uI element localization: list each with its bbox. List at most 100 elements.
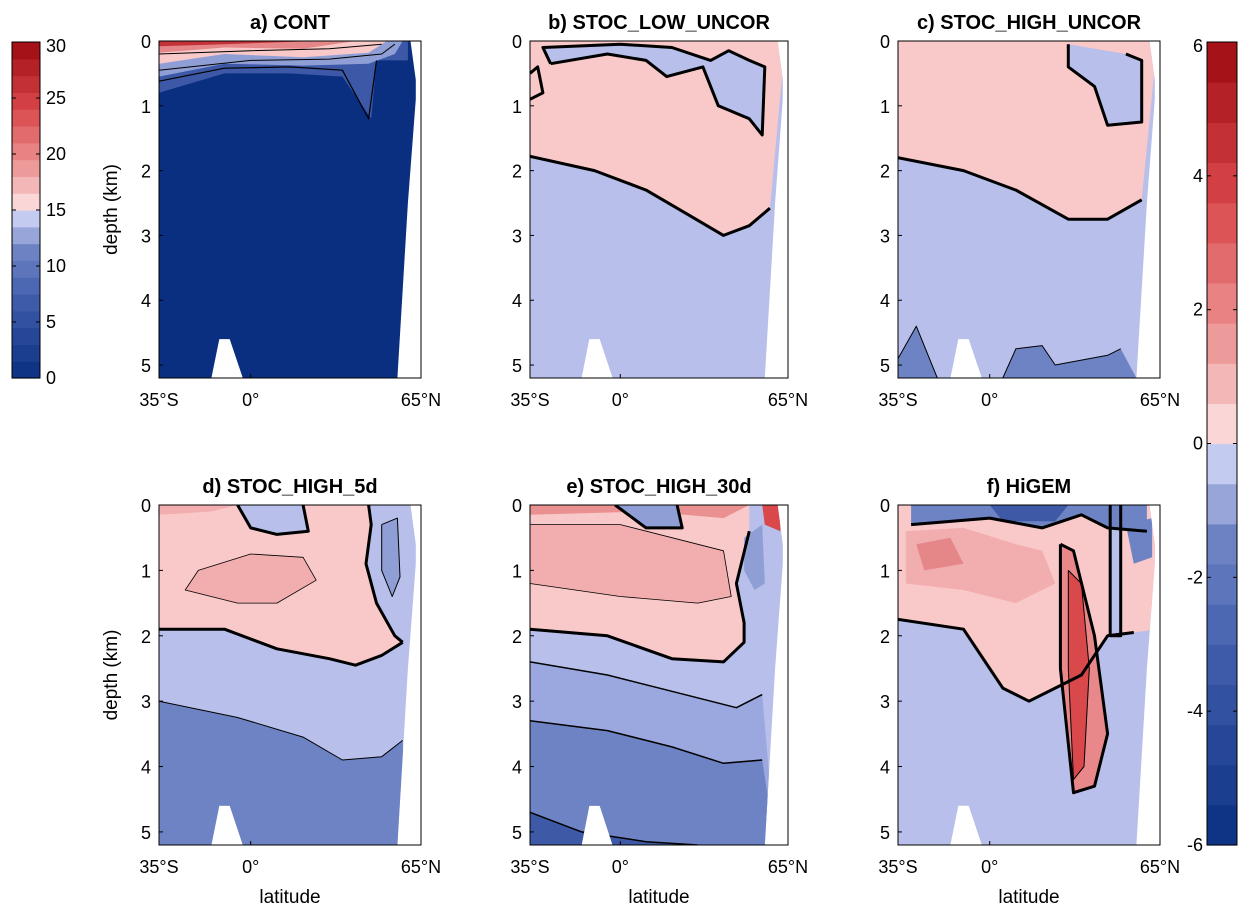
x-tick-label: 65°N <box>768 390 808 410</box>
colorbar-right-tick-label: -6 <box>1187 835 1203 855</box>
panel-2: c) STOC_HIGH_UNCOR 0 1 2 3 4 5 35°S 0° 65°N <box>878 12 1180 410</box>
y-tick-label: 3 <box>141 692 151 712</box>
colorbar-left-swatch <box>12 344 40 362</box>
panel-0-field <box>159 41 416 378</box>
x-tick-label: 35°S <box>139 857 178 877</box>
deep-negative-patch <box>898 326 1137 378</box>
panel-title: d) STOC_HIGH_5d <box>202 476 377 498</box>
x-tick-label: 35°S <box>510 857 549 877</box>
contour-line <box>184 553 317 604</box>
column-negative <box>1110 505 1121 636</box>
x-tick-label: 65°N <box>401 390 441 410</box>
colorbar-left-tick-label: 10 <box>46 256 66 276</box>
zero-contour <box>541 42 767 137</box>
contour-line <box>898 325 1121 378</box>
colorbar-left-swatch <box>12 243 40 261</box>
surface-negative-core <box>989 505 1069 522</box>
x-tick-label: 35°S <box>139 390 178 410</box>
colorbar-left-swatch <box>12 92 40 110</box>
y-tick-label: 5 <box>141 823 151 843</box>
zero-contour <box>910 513 1148 533</box>
x-tick-label: 35°S <box>878 390 917 410</box>
surface-negative-patch <box>615 505 683 528</box>
y-tick-label: 5 <box>880 356 890 376</box>
y-tick-label: 3 <box>880 226 890 246</box>
colorbar-left-tick-label: 15 <box>46 200 66 220</box>
panel-frame <box>529 40 789 379</box>
panel-title: f) HiGEM <box>987 476 1071 498</box>
colorbar-right-swatch <box>1207 644 1237 685</box>
colorbar-right-tick-label: 2 <box>1193 300 1203 320</box>
colorbar-left: 0 5 10 15 20 25 30 <box>11 36 66 388</box>
contour-line <box>381 517 401 597</box>
colorbar-left-tick-label: 30 <box>46 36 66 56</box>
zero-contour <box>1058 542 1110 795</box>
colorbar-left-swatch <box>12 176 40 194</box>
zero-contour <box>364 505 404 644</box>
zero-contour <box>898 617 1134 703</box>
colorbar-left-swatch <box>12 260 40 278</box>
zero-contour <box>614 505 684 530</box>
y-tick-label: 3 <box>512 692 522 712</box>
colorbar-right-tick-label: 6 <box>1193 36 1203 56</box>
y-tick-label: 1 <box>141 97 151 117</box>
colorbar-left-swatch <box>12 159 40 177</box>
x-tick-label: 65°N <box>768 857 808 877</box>
x-tick-label: 65°N <box>1140 390 1180 410</box>
zero-contour <box>236 505 310 536</box>
northern-negative-patch <box>381 518 400 597</box>
panel-frame <box>158 40 422 379</box>
x-axis-label: latitude <box>628 887 689 908</box>
upper-negative-patch <box>542 44 765 136</box>
colorbar-right-swatch <box>1207 764 1237 806</box>
x-axis-label: latitude <box>998 887 1059 908</box>
colorbar-left-swatch <box>12 109 40 127</box>
y-tick-label: 4 <box>141 291 151 311</box>
y-tick-label: 3 <box>880 692 890 712</box>
y-tick-label: 5 <box>141 356 151 376</box>
colorbar-left-tick-label: 25 <box>46 88 66 108</box>
colorbar-right-swatch <box>1207 282 1237 324</box>
negative-band-4 <box>530 812 698 845</box>
y-tick-label: 5 <box>512 356 522 376</box>
panel-title: b) STOC_LOW_UNCOR <box>548 12 770 34</box>
x-tick-label: 0° <box>981 857 998 877</box>
upper-negative-patch <box>1068 44 1142 126</box>
y-axis-label: depth (km) <box>101 164 122 255</box>
y-tick-label: 4 <box>512 291 522 311</box>
y-tick-label: 1 <box>880 561 890 581</box>
panel-3: d) STOC_HIGH_5d 0 1 2 3 4 5 35°S 0° 65°N depth (km… <box>101 476 441 908</box>
colorbar-right-swatch <box>1207 323 1237 364</box>
x-axis-label: latitude <box>259 887 320 908</box>
y-tick-label: 1 <box>880 97 890 117</box>
y-tick-label: 2 <box>512 162 522 182</box>
y-tick-label: 3 <box>512 226 522 246</box>
colorbar-left-swatch <box>12 58 40 77</box>
y-tick-label: 1 <box>141 561 151 581</box>
y-tick-label: 0 <box>141 32 151 52</box>
x-tick-label: 65°N <box>1140 857 1180 877</box>
panel-frame <box>897 40 1161 379</box>
colorbar-right-swatch <box>1207 162 1237 204</box>
contour-line <box>159 43 396 71</box>
colorbar-right-swatch <box>1207 483 1237 525</box>
colorbar-right-swatch <box>1207 42 1237 83</box>
contour-line <box>159 60 378 120</box>
surface-negative-patch <box>237 505 309 535</box>
colorbar-right-swatch <box>1207 604 1237 645</box>
panel-0: a) CONT 0 1 2 3 4 5 35°S 0° 65°N depth (km) <box>101 12 441 410</box>
colorbar-right-tick-label: 0 <box>1193 434 1203 454</box>
y-tick-label: 0 <box>141 496 151 516</box>
y-tick-label: 2 <box>880 627 890 647</box>
contour-line <box>1067 570 1090 781</box>
colorbar-left-swatch <box>12 126 40 144</box>
surface-positive-strip <box>159 505 238 515</box>
northern-positive-patch <box>762 505 781 532</box>
colorbar-right-swatch <box>1207 724 1237 766</box>
colorbar-left-swatch <box>12 327 40 345</box>
x-tick-label: 0° <box>612 857 629 877</box>
positive-core <box>185 554 317 604</box>
y-tick-label: 2 <box>880 162 890 182</box>
contour-line <box>159 700 404 761</box>
